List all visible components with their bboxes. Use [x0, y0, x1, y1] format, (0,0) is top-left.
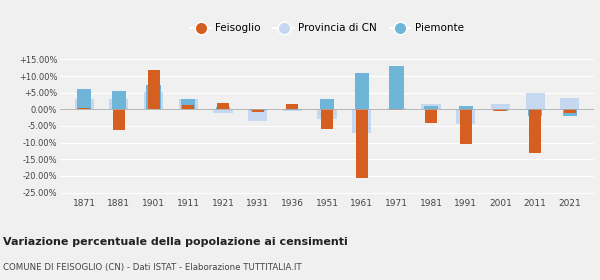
Bar [75, 99, 94, 109]
Bar [216, 107, 230, 109]
Bar [248, 109, 267, 121]
Legend: Feisoglio, Provincia di CN, Piemonte: Feisoglio, Provincia di CN, Piemonte [186, 19, 468, 38]
Bar [425, 109, 437, 123]
Bar [148, 70, 160, 109]
Bar [528, 109, 542, 116]
Bar [424, 106, 438, 109]
Bar [563, 109, 576, 113]
Bar [179, 99, 198, 109]
Bar [113, 109, 125, 130]
Text: Variazione percentuale della popolazione ai censimenti: Variazione percentuale della popolazione… [3, 237, 348, 247]
Bar [563, 109, 577, 116]
Bar [355, 73, 369, 109]
Bar [389, 66, 404, 109]
Bar [356, 109, 368, 178]
Bar [109, 99, 128, 109]
Bar [387, 108, 406, 109]
Bar [529, 109, 541, 153]
Bar [214, 109, 233, 113]
Bar [251, 109, 264, 112]
Bar [352, 109, 371, 133]
Bar [217, 103, 229, 109]
Bar [181, 99, 196, 109]
Bar [283, 109, 302, 111]
Bar [317, 109, 337, 119]
Bar [78, 108, 91, 109]
Bar [144, 92, 163, 109]
Bar [182, 105, 194, 109]
Bar [560, 98, 579, 109]
Bar [77, 89, 91, 109]
Bar [493, 109, 508, 111]
Bar [456, 109, 475, 124]
Bar [526, 93, 545, 109]
Bar [321, 109, 333, 129]
Bar [250, 109, 265, 111]
Bar [390, 109, 403, 110]
Bar [421, 104, 440, 109]
Bar [491, 104, 510, 109]
Text: COMUNE DI FEISOGLIO (CN) - Dati ISTAT - Elaborazione TUTTITALIA.IT: COMUNE DI FEISOGLIO (CN) - Dati ISTAT - … [3, 263, 302, 272]
Bar [286, 104, 298, 109]
Bar [320, 99, 334, 109]
Bar [285, 109, 299, 110]
Bar [458, 106, 473, 109]
Bar [460, 109, 472, 144]
Bar [112, 91, 126, 109]
Bar [494, 109, 506, 111]
Bar [146, 85, 161, 109]
